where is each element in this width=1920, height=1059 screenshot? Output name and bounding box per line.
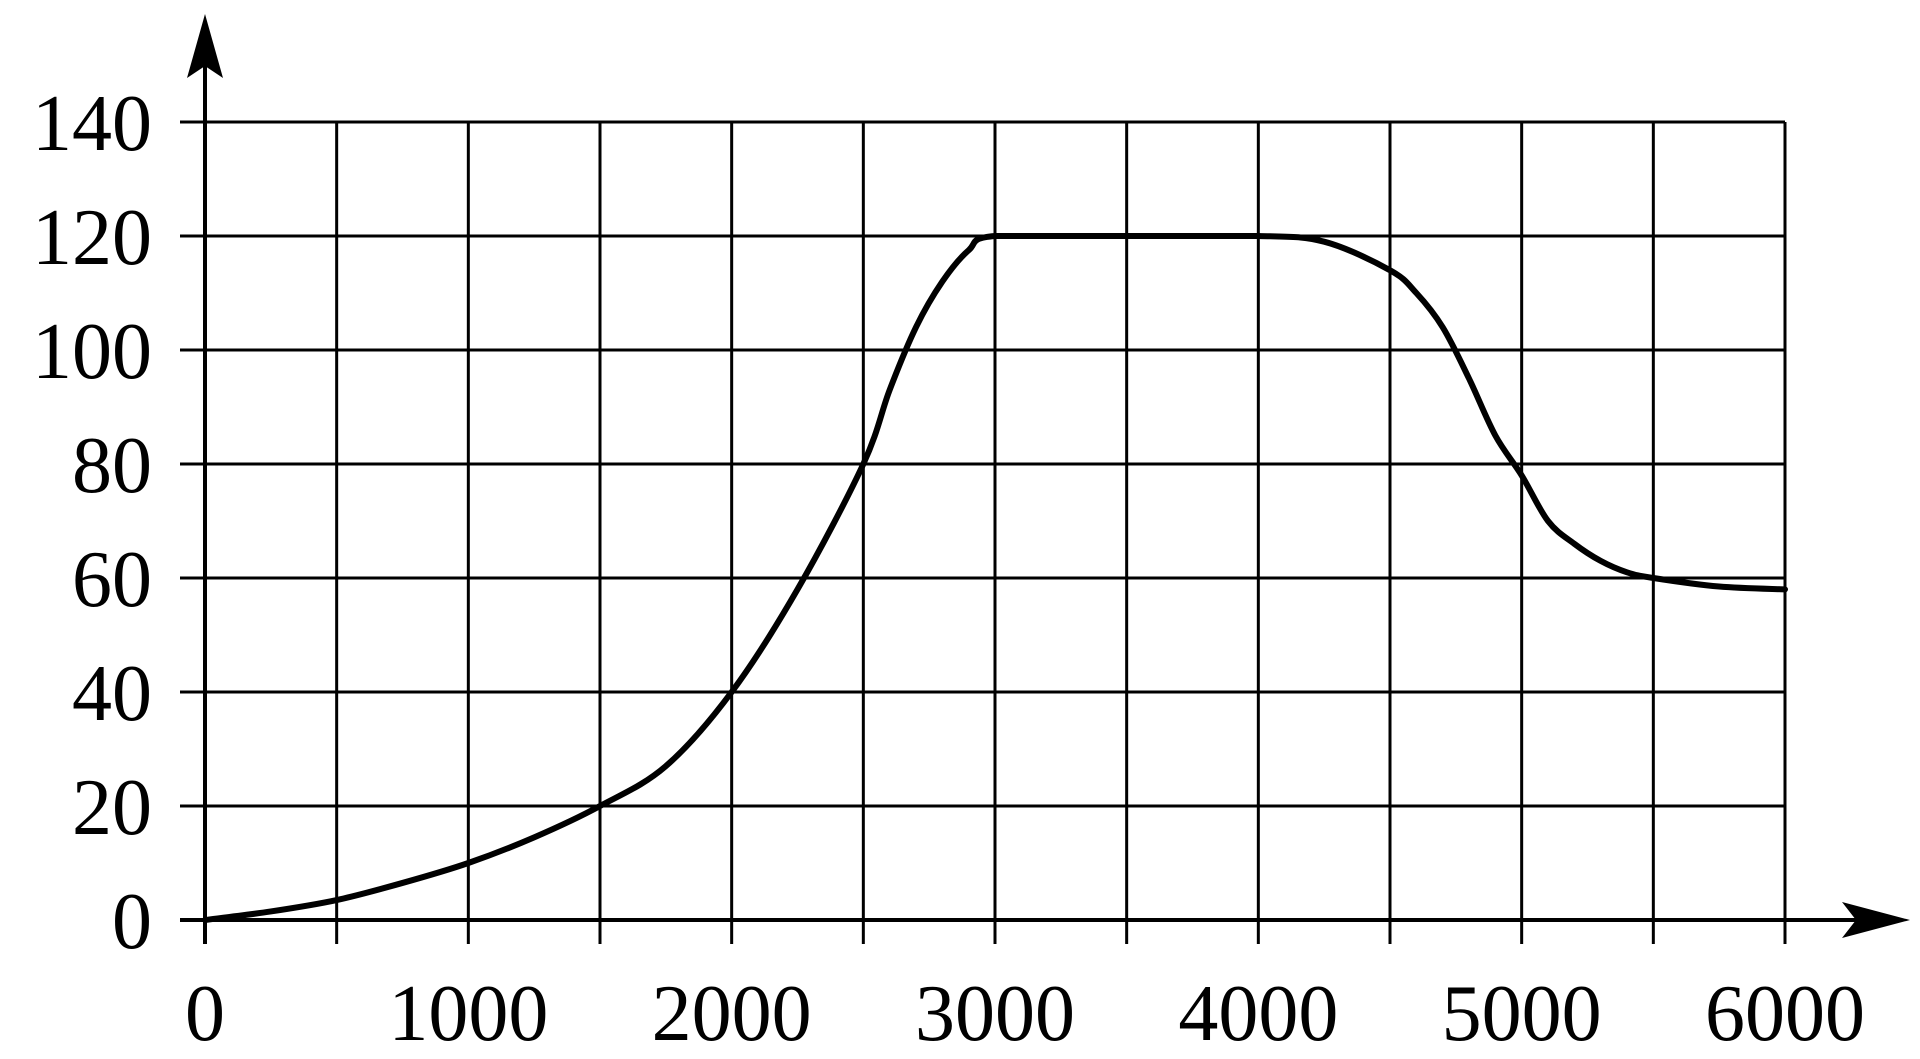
x-tick-label: 4000 <box>1178 970 1338 1058</box>
y-axis-arrow-icon <box>187 14 223 78</box>
x-tick-label: 1000 <box>388 970 548 1058</box>
series-layer <box>202 232 1788 923</box>
axes <box>180 14 1910 944</box>
y-tick-label: 80 <box>72 422 152 510</box>
y-tick-label: 140 <box>32 80 152 168</box>
x-tick-label: 2000 <box>652 970 812 1058</box>
grid <box>180 120 1787 944</box>
series-line-1 <box>202 232 1788 923</box>
x-tick-label: 6000 <box>1705 970 1865 1058</box>
y-tick-label: 0 <box>112 878 152 966</box>
y-tick-label: 60 <box>72 536 152 624</box>
y-tick-label: 40 <box>72 650 152 738</box>
y-tick-label: 120 <box>32 194 152 282</box>
x-tick-label: 5000 <box>1442 970 1602 1058</box>
x-axis-arrow-icon <box>1842 902 1910 938</box>
x-tick-label: 3000 <box>915 970 1075 1058</box>
y-axis-ticks: 0 20 40 60 80 100 120 140 <box>32 80 152 966</box>
y-tick-label: 100 <box>32 308 152 396</box>
y-tick-label: 20 <box>72 764 152 852</box>
x-tick-label: 0 <box>185 970 225 1058</box>
x-axis-ticks: 0 1000 2000 3000 4000 5000 6000 <box>185 970 1865 1058</box>
